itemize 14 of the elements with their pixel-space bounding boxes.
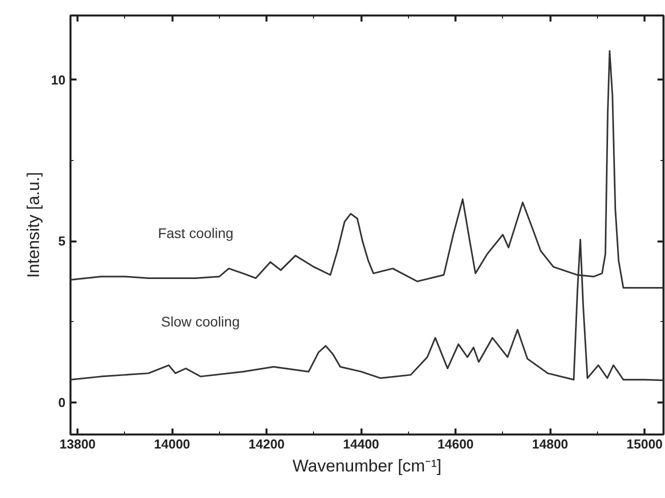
x-tick-label: 13800 xyxy=(60,436,96,452)
x-tick-label: 15000 xyxy=(626,436,663,452)
x-tick-label: 14000 xyxy=(154,436,190,452)
y-tick-label: 5 xyxy=(58,234,66,249)
y-tick-label: 10 xyxy=(51,72,66,88)
x-tick-label: 14800 xyxy=(532,436,568,452)
x-axis-title: Wavenumber [cm⁻¹] xyxy=(292,456,442,476)
y-axis-title: Intensity [a.u.] xyxy=(24,172,44,278)
y-tick-label: 0 xyxy=(58,394,66,410)
x-tick-label: 14600 xyxy=(438,436,474,452)
text: Slow cooling xyxy=(161,313,240,330)
series-label: Fast cooling xyxy=(158,225,234,242)
x-tick-label: 14200 xyxy=(248,436,285,452)
x-tick-label: 14400 xyxy=(343,436,380,452)
